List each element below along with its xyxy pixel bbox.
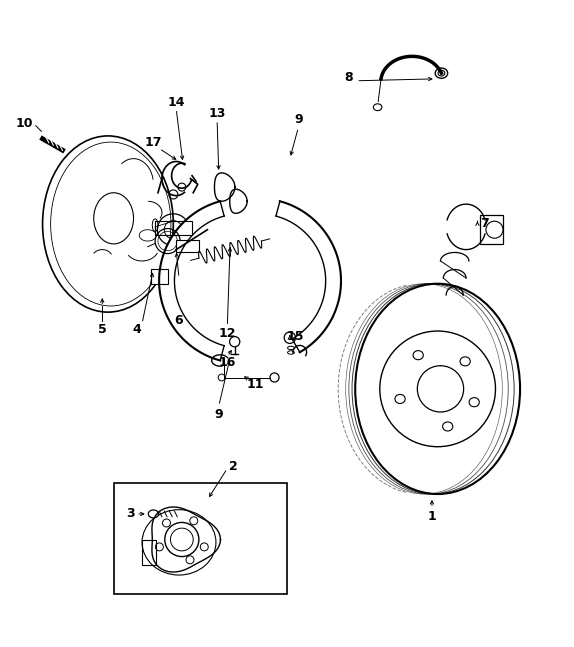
Polygon shape <box>276 201 341 352</box>
Text: 6: 6 <box>174 314 183 327</box>
Text: 5: 5 <box>98 323 107 336</box>
Text: 16: 16 <box>219 356 236 369</box>
Text: 10: 10 <box>15 117 33 130</box>
Text: 2: 2 <box>228 460 238 473</box>
Text: 4: 4 <box>132 323 141 336</box>
Bar <box>150 270 168 283</box>
Bar <box>155 221 192 236</box>
Text: 1: 1 <box>428 510 436 523</box>
Text: 9: 9 <box>215 408 223 421</box>
Text: 12: 12 <box>219 327 236 340</box>
Ellipse shape <box>435 68 448 78</box>
Text: 3: 3 <box>126 507 135 520</box>
Bar <box>176 240 199 252</box>
Text: 9: 9 <box>294 113 302 127</box>
Text: 7: 7 <box>480 217 488 230</box>
Ellipse shape <box>148 510 158 518</box>
Bar <box>142 540 156 565</box>
Text: 15: 15 <box>287 329 304 342</box>
Text: 17: 17 <box>145 137 162 149</box>
Polygon shape <box>159 201 224 360</box>
Bar <box>114 483 287 593</box>
Text: 14: 14 <box>168 96 185 109</box>
Bar <box>480 215 503 244</box>
Text: 13: 13 <box>208 107 226 120</box>
Text: 8: 8 <box>344 71 352 84</box>
Text: 11: 11 <box>247 378 265 391</box>
